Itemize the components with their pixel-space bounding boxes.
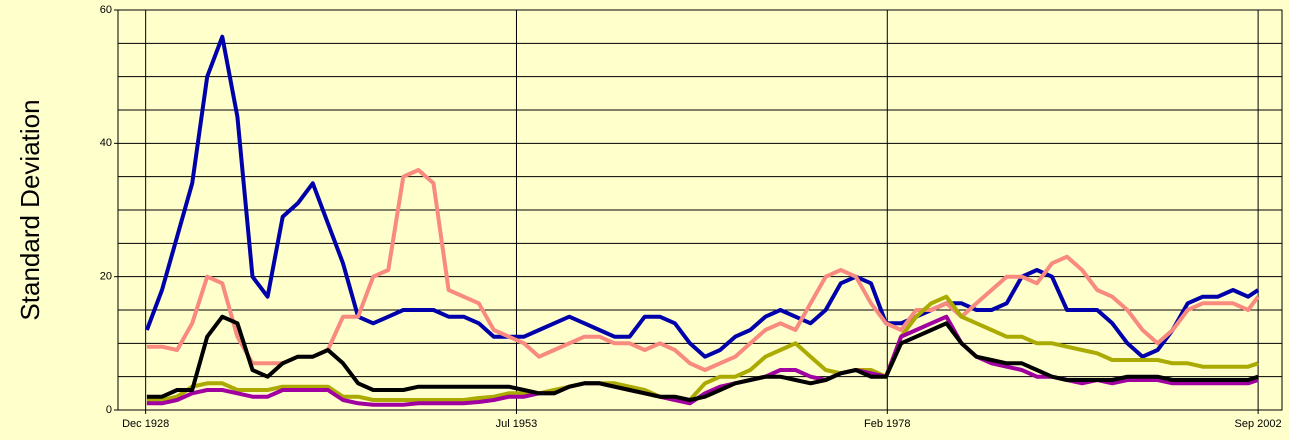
y-tick-label: 0: [106, 404, 112, 416]
series-line: [146, 294, 1259, 402]
series-line: [146, 314, 1259, 402]
y-tick-label: 40: [100, 137, 112, 149]
series-line: [146, 314, 1259, 407]
x-tick-label: Jul 1953: [496, 418, 538, 430]
y-tick-label: 60: [100, 4, 112, 16]
y-axis-title: Standard Deviation: [15, 99, 45, 320]
x-tick-label: Sep 2002: [1235, 418, 1282, 430]
x-tick-label: Dec 1928: [122, 418, 169, 430]
y-tick-label: 20: [100, 271, 112, 283]
x-tick-label: Feb 1978: [864, 418, 910, 430]
series-line: [146, 168, 1260, 372]
series-line: [145, 34, 1260, 359]
